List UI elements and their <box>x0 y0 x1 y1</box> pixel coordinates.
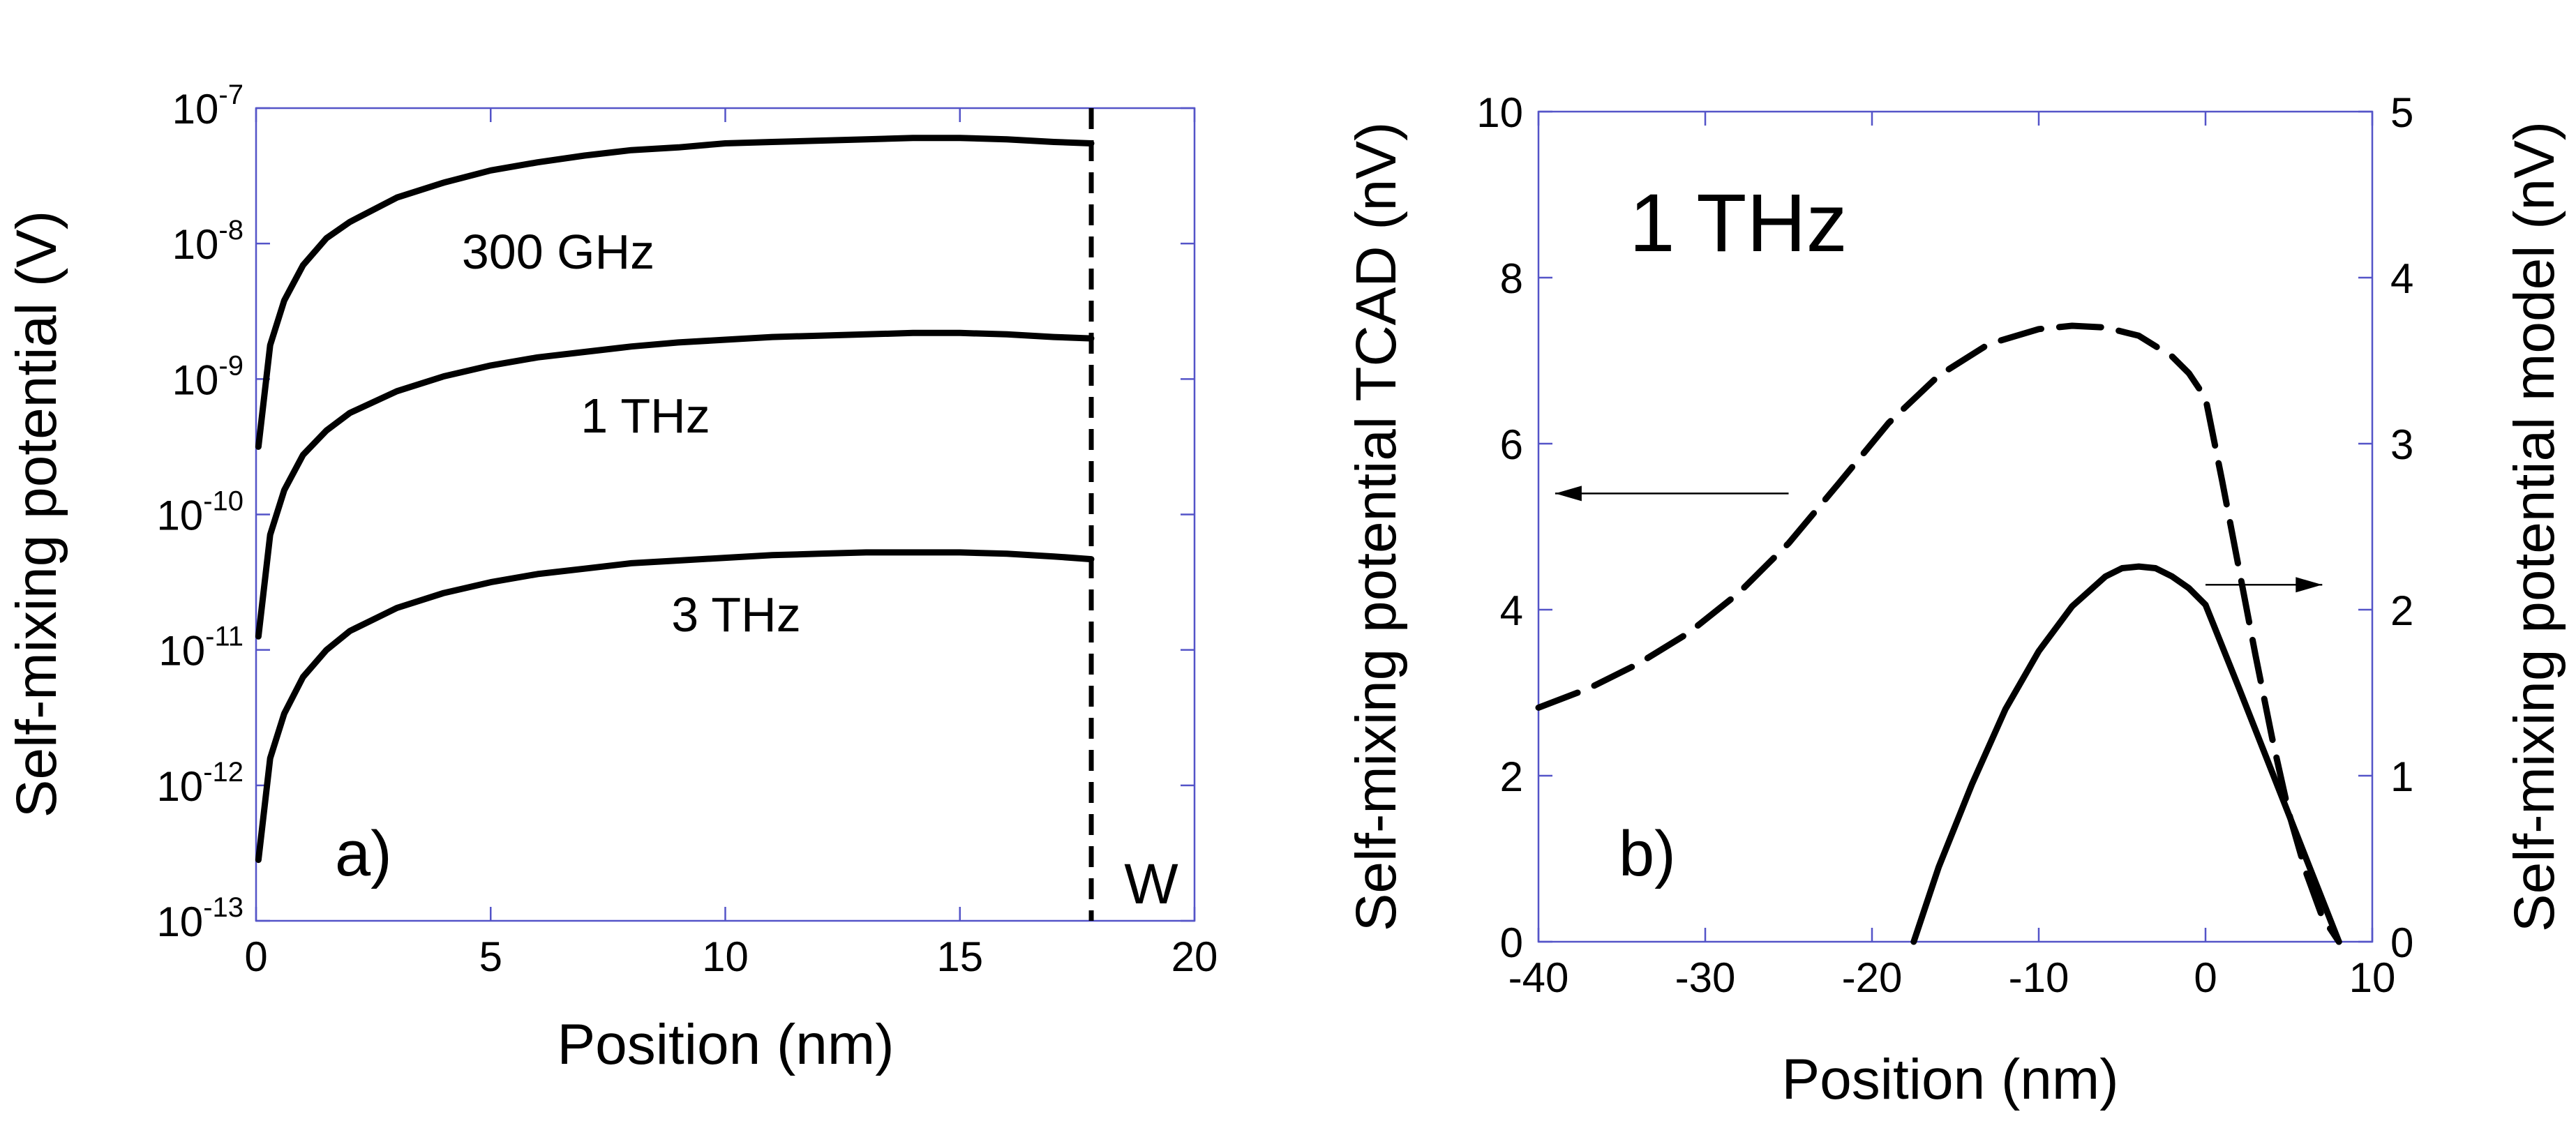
boundary-label: W <box>1124 852 1178 916</box>
x-tick-label: -10 <box>2009 954 2069 1001</box>
panel-b-plot-frame <box>1537 110 2374 943</box>
series-line-300-ghz <box>255 135 1095 450</box>
left-y-tick-label: 6 <box>1500 421 1523 468</box>
panel-b-right-y-axis-title: Self-mixing potential model (nV) <box>2503 121 2566 932</box>
x-tick-label: 10 <box>702 933 749 980</box>
axis-arrow-head <box>1555 486 1582 502</box>
y-tick-label: 10-10 <box>156 486 244 539</box>
x-tick-label: 5 <box>479 933 502 980</box>
panel-b-x-axis-title: Position (nm) <box>1781 1048 2118 1111</box>
axis-arrow-head <box>2296 577 2323 593</box>
panel-b-label: b) <box>1619 818 1676 889</box>
right-y-tick-label: 5 <box>2390 89 2413 136</box>
panel-a-x-tick-labels: 0 5 10 15 20 <box>244 933 1218 980</box>
right-y-tick-label: 4 <box>2390 255 2413 302</box>
x-tick-label: 10 <box>2349 954 2396 1001</box>
panel-a-plot-frame <box>255 107 1196 922</box>
y-tick-label: 10-9 <box>172 350 244 403</box>
panel-a-x-axis-title: Position (nm) <box>557 1013 894 1076</box>
panel-b-chart: 0 2 4 6 8 10 0 1 2 3 4 5 -40 -30 -20 -10… <box>1345 89 2566 1111</box>
panel-b-title: 1 THz <box>1629 177 1848 269</box>
x-tick-label: 0 <box>244 933 267 980</box>
panel-b-left-tick-labels: 0 2 4 6 8 10 <box>1476 89 1523 966</box>
right-y-tick-label: 0 <box>2390 919 2413 966</box>
panel-a-label: a) <box>335 818 392 889</box>
panel-a-chart: 10-13 10-12 10-11 10-10 10-9 10-8 10-7 0… <box>5 80 1218 1076</box>
y-tick-label: 10-7 <box>172 80 244 133</box>
x-tick-label: -40 <box>1508 954 1569 1001</box>
panel-b-ticks <box>1537 110 2374 943</box>
y-tick-label: 10-12 <box>156 757 244 810</box>
y-tick-label: 10-8 <box>172 215 244 268</box>
left-y-tick-label: 0 <box>1500 919 1523 966</box>
y-tick-label: 10-13 <box>156 892 244 945</box>
series-line-model <box>1910 563 2342 945</box>
x-tick-label: 0 <box>2194 954 2217 1001</box>
left-y-tick-label: 10 <box>1476 89 1523 136</box>
left-y-tick-label: 2 <box>1500 753 1523 800</box>
panel-b-left-y-axis-title: Self-mixing potential TCAD (nV) <box>1345 122 1408 932</box>
x-tick-label: -20 <box>1842 954 1903 1001</box>
left-y-tick-label: 8 <box>1500 255 1523 302</box>
panel-a-series <box>255 135 1095 864</box>
panel-b-series <box>1535 322 2342 945</box>
x-tick-label: 15 <box>936 933 983 980</box>
panel-b-axis-arrows <box>1555 486 2323 593</box>
right-y-tick-label: 2 <box>2390 587 2413 634</box>
panel-a-ticks <box>255 107 1196 922</box>
series-label-1thz: 1 THz <box>581 389 710 443</box>
x-tick-label: -30 <box>1675 954 1736 1001</box>
panel-a-y-tick-labels: 10-13 10-12 10-11 10-10 10-9 10-8 10-7 <box>156 80 244 945</box>
x-tick-label: 20 <box>1171 933 1218 980</box>
series-line-1-thz <box>255 329 1095 640</box>
series-line-tcad <box>1535 322 2342 945</box>
y-tick-label: 10-11 <box>158 622 244 675</box>
right-y-tick-label: 3 <box>2390 421 2413 468</box>
series-line-3-thz <box>255 549 1095 864</box>
left-y-tick-label: 4 <box>1500 587 1523 634</box>
panel-b-x-tick-labels: -40 -30 -20 -10 0 10 <box>1508 954 2396 1001</box>
panel-a-y-axis-title: Self-mixing potential (V) <box>5 211 68 818</box>
panel-b-right-tick-labels: 0 1 2 3 4 5 <box>2390 89 2413 966</box>
series-label-300ghz: 300 GHz <box>462 225 654 279</box>
right-y-tick-label: 1 <box>2390 753 2413 800</box>
series-label-3thz: 3 THz <box>671 587 800 642</box>
